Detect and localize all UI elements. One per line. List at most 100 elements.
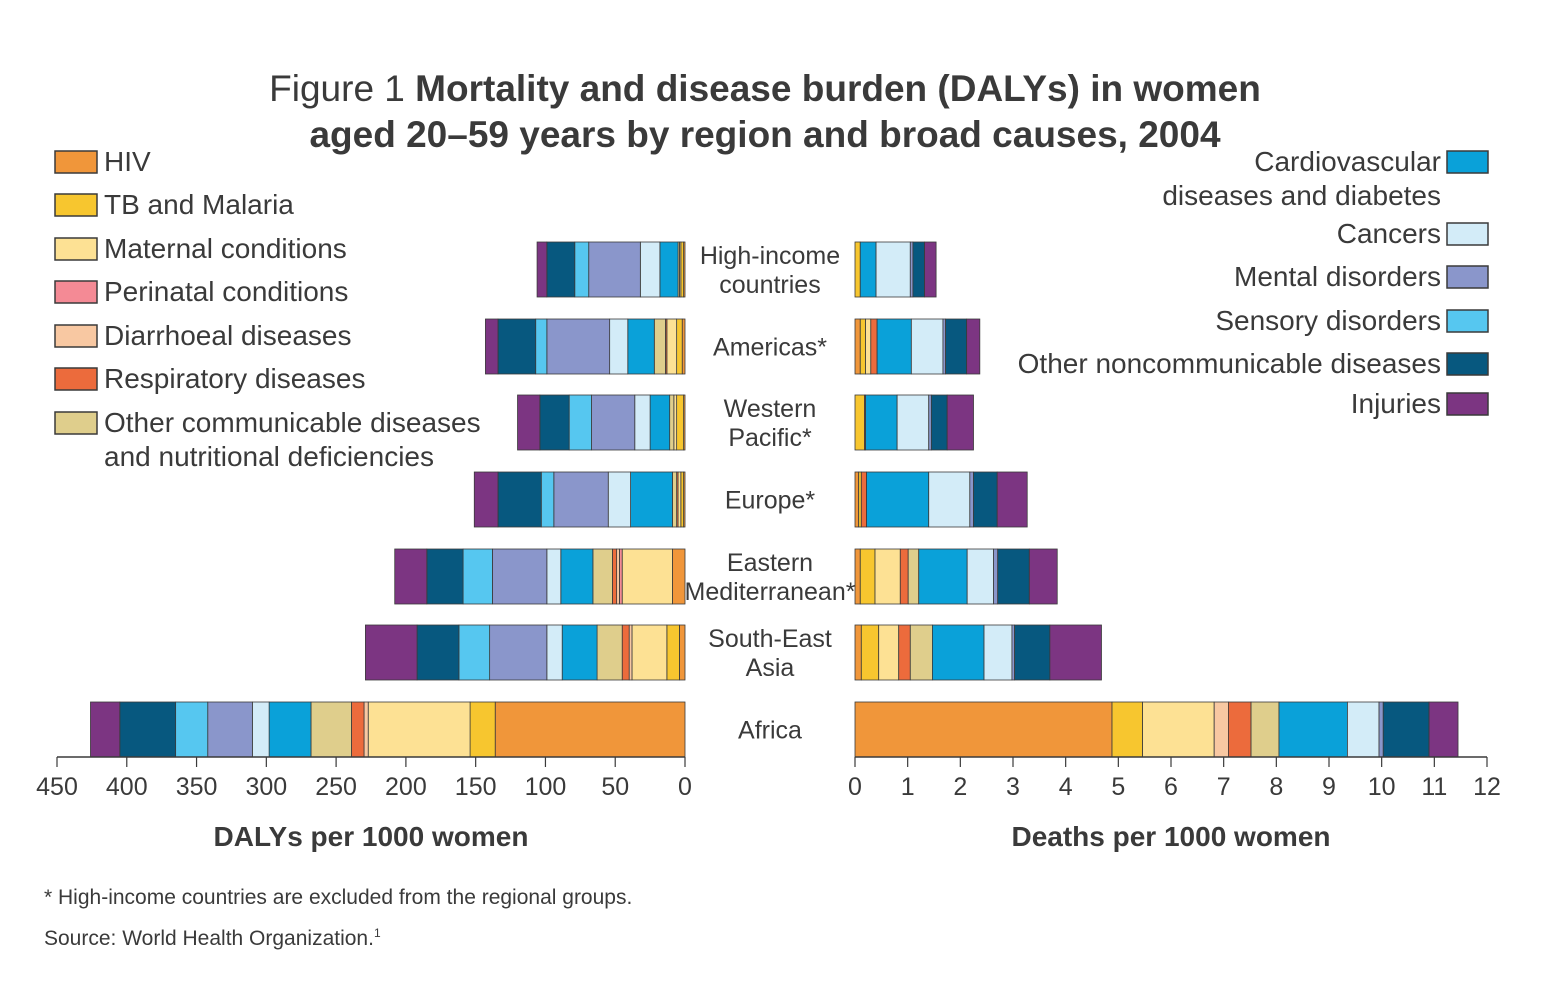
legend-swatch-diarrhoeal [54,324,98,348]
bar-deaths-row4-injuries [1028,548,1058,605]
bar-dalys-row3-cancers [607,471,631,528]
bar-dalys-row5-sensory [458,624,491,681]
tick-label-dalys-100: 100 [525,773,567,801]
legend-swatch-other_ncd [1446,352,1489,376]
tick-label-dalys-0: 0 [678,773,692,801]
legend-swatch-other_comm [54,411,98,435]
bar-dalys-row2-mental [591,394,636,451]
bar-dalys-row0-mental [588,241,641,298]
bar-dalys-row2-injuries [517,394,541,451]
bar-dalys-row0-sensory [574,241,590,298]
bar-deaths-row6-cardio [1278,701,1348,758]
bar-deaths-row5-other_comm [909,624,933,681]
bar-dalys-row4-perinatal [619,548,623,605]
footnote-asterisk: * High-income countries are excluded fro… [44,886,633,909]
bar-deaths-row5-tb_malaria [860,624,880,681]
bar-dalys-row5-maternal [631,624,668,681]
bar-dalys-row4-injuries [394,548,428,605]
tick-label-dalys-450: 450 [36,773,78,801]
bar-dalys-row4-other_ncd [426,548,464,605]
bar-dalys-row6-tb_malaria [469,701,496,758]
category-label-4-0: Eastern [727,549,813,577]
bar-dalys-row3-other_ncd [497,471,542,528]
tick-label-deaths-7: 7 [1217,773,1231,801]
bar-deaths-row6-maternal [1142,701,1215,758]
title-line-2: aged 20–59 years by region and broad cau… [309,114,1221,155]
bar-deaths-row6-diarrhoeal [1213,701,1229,758]
bar-dalys-row6-sensory [175,701,209,758]
tick-label-deaths-1: 1 [901,773,915,801]
tick-label-dalys-150: 150 [455,773,497,801]
bar-deaths-row4-hiv [854,548,861,605]
bar-dalys-row5-other_comm [596,624,623,681]
legend-label-other_comm-0: Other communicable diseases [104,407,481,438]
bar-deaths-row5-injuries [1049,624,1102,681]
tick-label-deaths-9: 9 [1322,773,1336,801]
bar-dalys-row1-mental [546,318,611,375]
bar-dalys-row1-injuries [485,318,499,375]
bar-dalys-row0-injuries [536,241,548,298]
bar-dalys-row6-hiv [494,701,686,758]
legend-swatch-mental [1446,265,1489,289]
tick-label-deaths-4: 4 [1059,773,1073,801]
tick-label-deaths-3: 3 [1006,773,1020,801]
bar-dalys-row1-maternal [666,318,678,375]
bar-deaths-row1-hiv [854,318,861,375]
bar-deaths-row2-cardio [865,394,898,451]
legend-swatch-hiv [54,150,98,174]
category-label-0-0: High-income [700,242,840,270]
title-line-1: Figure 1 Mortality and disease burden (D… [0,66,1530,112]
bar-dalys-row1-tb_malaria [676,318,683,375]
bar-dalys-row2-cardio [649,394,671,451]
source-text: Source: World Health Organization. [44,927,374,950]
legend-label-mental-0: Mental disorders [1234,261,1441,292]
bar-dalys-row4-maternal [621,548,673,605]
category-label-2-1: Pacific* [728,424,812,452]
legend-label-respiratory-0: Respiratory diseases [104,363,365,394]
tick-label-dalys-50: 50 [601,773,629,801]
category-label-0-1: countries [719,271,820,299]
bar-dalys-row0-other_ncd [546,241,576,298]
bar-deaths-row6-cancers [1347,701,1380,758]
bar-deaths-row4-other_ncd [997,548,1030,605]
bar-dalys-row3-injuries [473,471,499,528]
bar-deaths-row4-cardio [918,548,968,605]
bar-dalys-row2-other_comm [669,394,675,451]
bar-deaths-row6-other_comm [1250,701,1280,758]
legend-label-cardio-1: diseases and diabetes [1162,180,1441,211]
tick-label-deaths-12: 12 [1473,773,1501,801]
bar-deaths-row3-respiratory [860,471,867,528]
bar-deaths-row6-tb_malaria [1111,701,1143,758]
bar-deaths-row5-cancers [983,624,1013,681]
bar-dalys-row5-cancers [546,624,563,681]
tick-label-deaths-5: 5 [1111,773,1125,801]
legend-swatch-cancers [1446,222,1489,246]
bar-deaths-row1-injuries [966,318,981,375]
bar-dalys-row2-tb_malaria [676,394,685,451]
axis-title-dalys: DALYs per 1000 women [214,821,529,852]
bar-deaths-row6-mental [1378,701,1384,758]
category-label-5-1: Asia [746,654,795,682]
bar-deaths-row6-injuries [1428,701,1459,758]
bar-deaths-row2-tb_malaria [854,394,865,451]
category-label-5-0: South-East [708,625,832,653]
bar-dalys-row6-diarrhoeal [363,701,369,758]
bar-deaths-row1-tb_malaria [859,318,866,375]
bar-deaths-row5-maternal [878,624,900,681]
tick-label-deaths-10: 10 [1368,773,1396,801]
bar-deaths-row3-injuries [996,471,1028,528]
legend-swatch-respiratory [54,367,98,391]
bar-dalys-row3-maternal [677,471,682,528]
legend-label-injuries-0: Injuries [1351,388,1441,419]
bar-dalys-row6-other_ncd [119,701,177,758]
bar-dalys-row1-other_comm [653,318,666,375]
legend-swatch-maternal [54,237,98,261]
axis-title-deaths: Deaths per 1000 women [1011,821,1330,852]
bar-deaths-row3-mental [969,471,974,528]
tick-label-deaths-6: 6 [1164,773,1178,801]
bar-deaths-row3-cardio [866,471,930,528]
bar-dalys-row3-cardio [630,471,673,528]
bar-deaths-row1-maternal [865,318,872,375]
legend-swatch-injuries [1446,392,1489,416]
